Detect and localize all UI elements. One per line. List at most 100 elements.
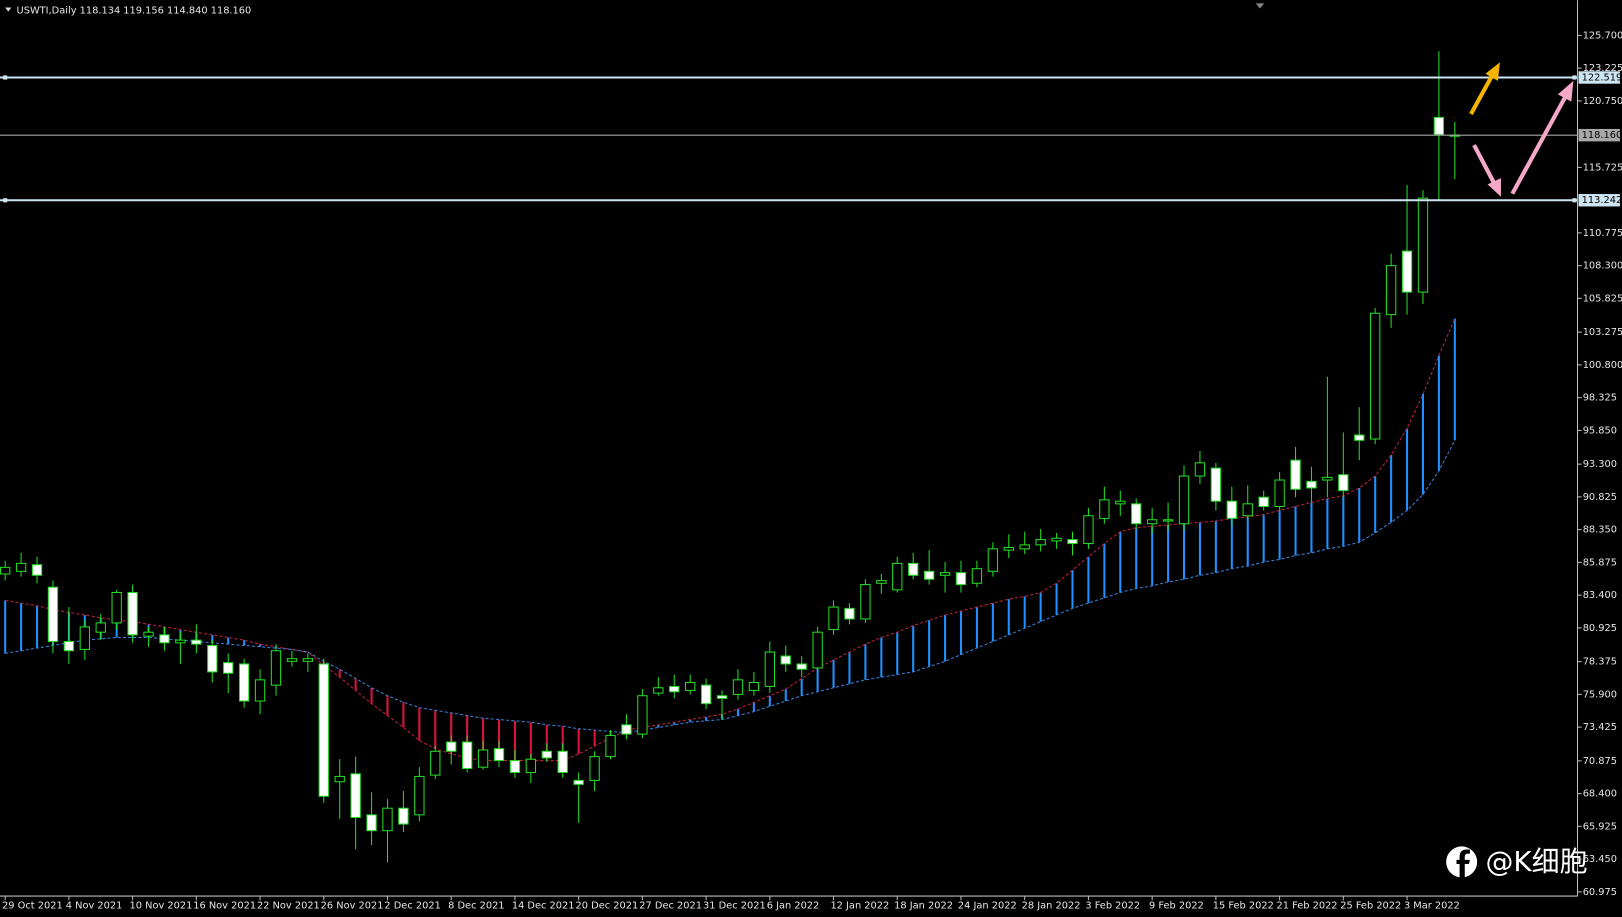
candle-body [1146, 519, 1158, 525]
candle-body [430, 750, 441, 776]
candle-body [461, 741, 473, 770]
candle-body [493, 748, 505, 762]
candle-body [286, 658, 298, 662]
x-tick-label: 2 Dec 2021 [384, 900, 440, 911]
menu-triangle[interactable] [5, 7, 12, 12]
level-label-box [1578, 194, 1620, 207]
plot-area [0, 51, 1578, 863]
candle-body [669, 685, 680, 693]
candle-body [987, 548, 999, 572]
x-tick-label: 25 Feb 2022 [1340, 900, 1401, 911]
candle-body [111, 591, 122, 624]
x-tick-label: 21 Feb 2022 [1276, 900, 1337, 911]
candle-body [700, 684, 712, 705]
candle-body [254, 679, 266, 702]
arrows [1469, 62, 1574, 197]
candle-body [159, 634, 170, 644]
candle-body [1019, 544, 1030, 550]
x-tick-label: 6 Jan 2022 [767, 900, 820, 911]
candle-body [1067, 539, 1078, 545]
x-tick-label: 3 Feb 2022 [1085, 900, 1140, 911]
y-tick-label: 90.825 [1583, 492, 1617, 503]
candle-body [1051, 537, 1062, 542]
candle-body [971, 568, 983, 584]
y-tick-label: 65.925 [1583, 821, 1617, 832]
candle-body [31, 564, 43, 576]
x-tick-label: 9 Feb 2022 [1149, 900, 1204, 911]
candle-body [844, 607, 855, 620]
cloud-line [5, 440, 1456, 734]
arrow-head [1485, 62, 1500, 81]
candle-body [175, 639, 186, 644]
y-tick-label: 100.800 [1583, 360, 1622, 371]
watermark-icon [1456, 849, 1470, 878]
candle-body [1242, 503, 1253, 517]
candle-body [748, 681, 760, 691]
x-tick-label: 8 Dec 2021 [448, 900, 504, 911]
y-tick-label: 95.850 [1583, 425, 1617, 436]
candle-body [764, 651, 776, 687]
candle-body [1258, 496, 1269, 508]
candle-body [1401, 250, 1413, 293]
candle-body [1131, 503, 1142, 525]
y-tick-label: 83.400 [1583, 590, 1617, 601]
cloud-line [5, 318, 1456, 762]
candle-body [621, 724, 632, 735]
candle-body [79, 626, 90, 650]
candle-body [955, 572, 967, 586]
candle-body [1226, 500, 1237, 519]
x-tick-label: 16 Nov 2021 [193, 900, 256, 911]
candle-body [1417, 197, 1429, 293]
candle-body [1099, 499, 1110, 519]
candle-body [1370, 312, 1381, 440]
y-tick-label: 115.725 [1583, 162, 1622, 173]
candle-body [1210, 467, 1222, 502]
x-tick-label: 12 Jan 2022 [830, 900, 889, 911]
candle-body [637, 695, 648, 735]
watermark-text: @K细胞 [1485, 845, 1587, 878]
x-tick-label: 4 Nov 2021 [66, 900, 123, 911]
candle-body [860, 584, 871, 620]
y-tick-label: 98.325 [1583, 393, 1617, 404]
arrow-head [1487, 178, 1501, 197]
candle-body [270, 650, 282, 686]
x-tick-label: 15 Feb 2022 [1213, 900, 1274, 911]
y-tick-label: 120.750 [1583, 96, 1622, 107]
arrow-up [1469, 71, 1496, 116]
candle-body [605, 734, 616, 758]
candle-body [446, 741, 457, 752]
candle-body [143, 631, 154, 637]
y-tick-label: 123.225 [1583, 63, 1622, 74]
candle-body [908, 562, 919, 576]
candle-body [828, 606, 839, 631]
level-handle [1572, 75, 1577, 80]
watermark: @K细胞 [1446, 845, 1587, 878]
y-tick-label: 93.300 [1583, 459, 1617, 470]
arrow-head [1557, 80, 1574, 102]
candle-body [589, 756, 600, 781]
candle-body [398, 807, 409, 825]
y-tick-label: 75.900 [1583, 689, 1617, 700]
candle-body [382, 807, 393, 832]
y-tick-label: 110.775 [1583, 228, 1622, 239]
y-tick-label: 70.875 [1583, 756, 1617, 767]
level-label: 113.242 [1582, 195, 1622, 206]
x-tick-label: 20 Dec 2021 [576, 900, 639, 911]
y-tick-label: 80.925 [1583, 623, 1617, 634]
candle-body [223, 662, 234, 674]
x-tick-label: 28 Jan 2022 [1022, 900, 1081, 911]
chart-header: USWTI,Daily 118.134 119.156 114.840 118.… [17, 6, 252, 17]
candle-body [1003, 546, 1014, 551]
candle-body [685, 681, 696, 691]
candle-body [1306, 480, 1317, 489]
candle-body [207, 644, 218, 673]
x-tick-label: 14 Dec 2021 [512, 900, 575, 911]
y-tick-label: 105.825 [1583, 293, 1622, 304]
candle-body [796, 663, 807, 670]
candle-body [414, 775, 425, 816]
candle-body [525, 758, 537, 773]
candle-body [892, 562, 903, 591]
x-tick-label: 10 Nov 2021 [130, 900, 193, 911]
candle-body [238, 663, 250, 702]
y-tick-label: 73.425 [1583, 722, 1617, 733]
